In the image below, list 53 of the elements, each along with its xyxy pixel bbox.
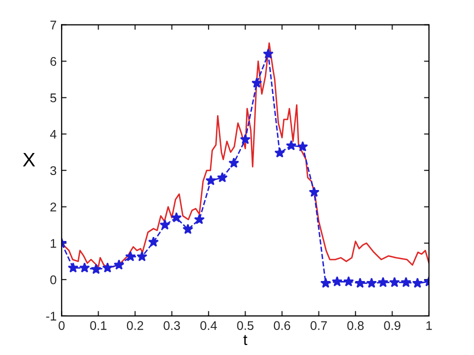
x-tick-label: 0.7 — [310, 321, 327, 330]
point — [102, 262, 113, 273]
x-tick-label: 0.3 — [164, 321, 180, 330]
point — [228, 158, 240, 168]
point — [148, 236, 159, 247]
point — [343, 276, 354, 286]
y-axis-title: X — [22, 152, 36, 166]
point — [308, 186, 320, 197]
y-tick-label: 3 — [50, 166, 56, 176]
point — [114, 259, 124, 270]
x-tick-label: 0.2 — [126, 321, 144, 330]
point — [366, 278, 377, 288]
x-tick-label: 0.9 — [384, 321, 400, 330]
point — [125, 251, 136, 262]
x-tick-label: 1 — [426, 321, 432, 330]
point — [251, 78, 262, 88]
point — [79, 262, 90, 273]
y-tick-label: 5 — [50, 94, 56, 102]
x-tick-label: 0.6 — [274, 321, 290, 330]
point — [194, 214, 205, 224]
x-tick-label: 0.1 — [90, 321, 106, 330]
x-tick-label: 0.5 — [237, 321, 254, 330]
y-tick-label: -1 — [46, 312, 56, 320]
y-tick-label: 6 — [50, 57, 56, 66]
point — [90, 264, 102, 274]
point — [400, 276, 412, 288]
point — [286, 140, 297, 150]
point — [262, 48, 274, 59]
point — [206, 175, 216, 186]
point — [217, 172, 228, 182]
y-tick-label: 0 — [50, 275, 56, 284]
point — [274, 147, 286, 158]
point — [68, 262, 78, 273]
point — [240, 134, 251, 144]
point — [136, 251, 148, 262]
y-tick-label: 4 — [50, 130, 56, 139]
y-tick-label: 7 — [50, 20, 56, 30]
point — [332, 276, 342, 286]
y-tick-label: 1 — [50, 239, 56, 248]
point — [354, 278, 366, 288]
y-tick-label: 2 — [50, 202, 56, 212]
point — [378, 276, 388, 288]
point — [297, 141, 308, 152]
point — [182, 224, 194, 234]
point — [412, 278, 423, 288]
point — [160, 219, 170, 230]
x-tick-label: 0 — [58, 321, 65, 330]
x-tick-label: 0.8 — [347, 321, 364, 330]
point — [389, 276, 400, 288]
point — [320, 278, 331, 288]
point — [171, 212, 182, 222]
x-axis-title: t — [243, 335, 248, 346]
x-tick-label: 0.4 — [200, 321, 217, 330]
